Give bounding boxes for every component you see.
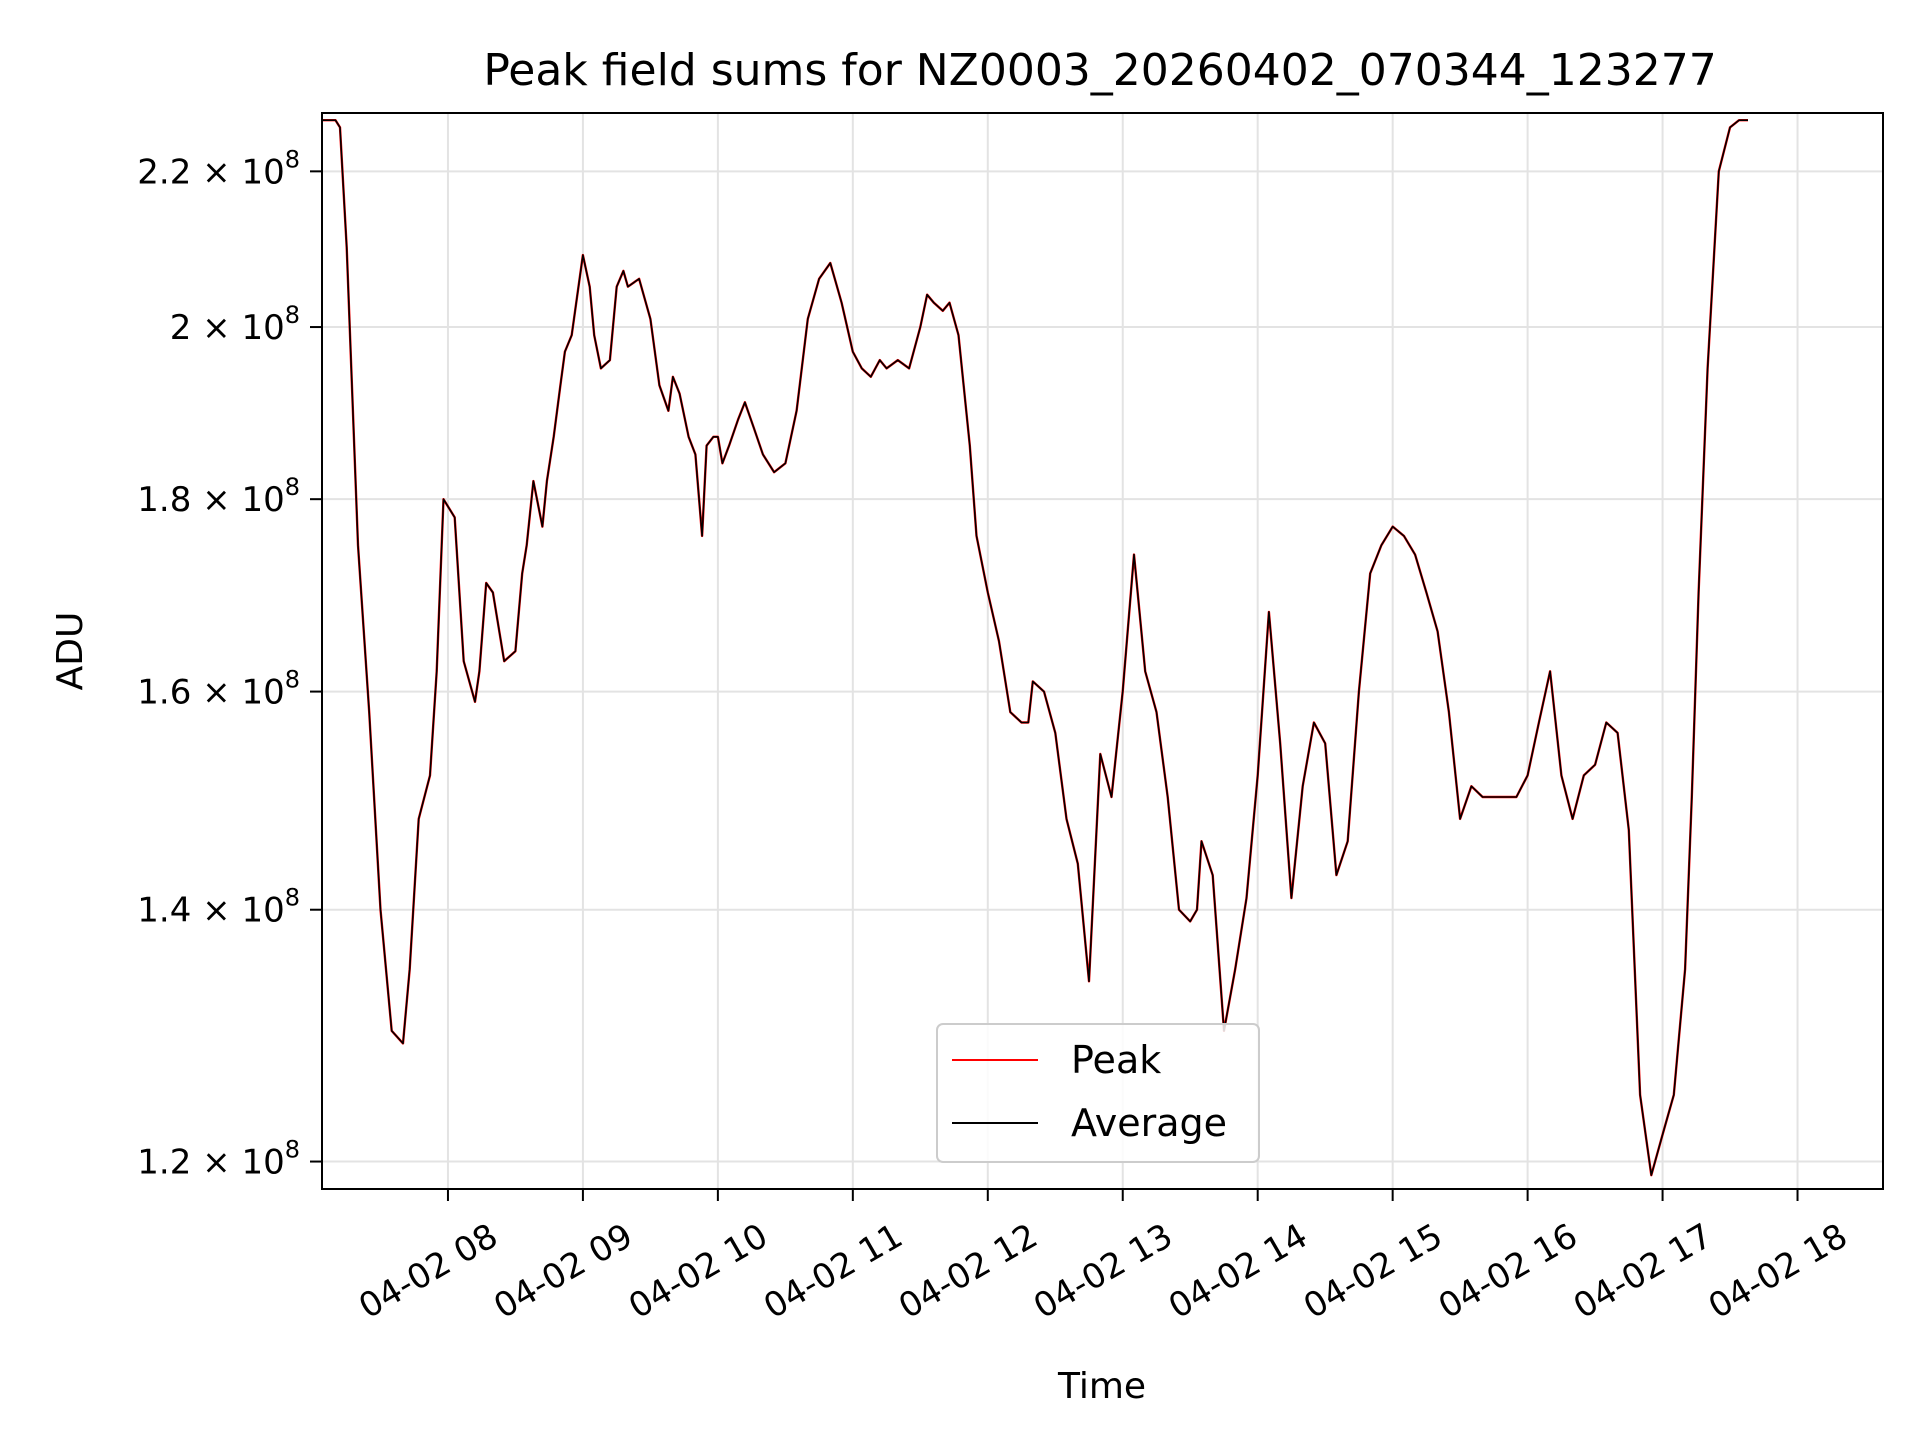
plot-frame xyxy=(321,112,1884,1190)
y-tick-label: 1.2 × 108 xyxy=(137,1136,300,1183)
y-axis: 1.2 × 108 1.4 × 108 1.6 × 108 1.8 × 108 2 × … xyxy=(137,145,322,1183)
series-lines xyxy=(322,118,1748,1177)
y-tick-label: 1.4 × 108 xyxy=(137,884,300,931)
legend-label-peak: Peak xyxy=(1071,1038,1161,1082)
x-axis-label: Time xyxy=(1057,1366,1146,1407)
y-tick-label: 1.8 × 108 xyxy=(137,473,300,520)
chart-title: Peak field sums for NZ0003_20260402_0703… xyxy=(483,45,1716,96)
y-axis-label: ADU xyxy=(50,612,91,691)
series-line-average xyxy=(322,119,1748,1176)
y-tick-label: 2.2 × 108 xyxy=(137,145,300,192)
y-tick-label: 2 × 108 xyxy=(170,301,300,348)
legend-label-average: Average xyxy=(1071,1101,1227,1145)
legend-box xyxy=(936,1023,1260,1163)
grid-lines xyxy=(322,113,1883,1189)
legend: Peak Average xyxy=(936,1023,1260,1163)
y-tick-label: 1.6 × 108 xyxy=(137,666,300,713)
